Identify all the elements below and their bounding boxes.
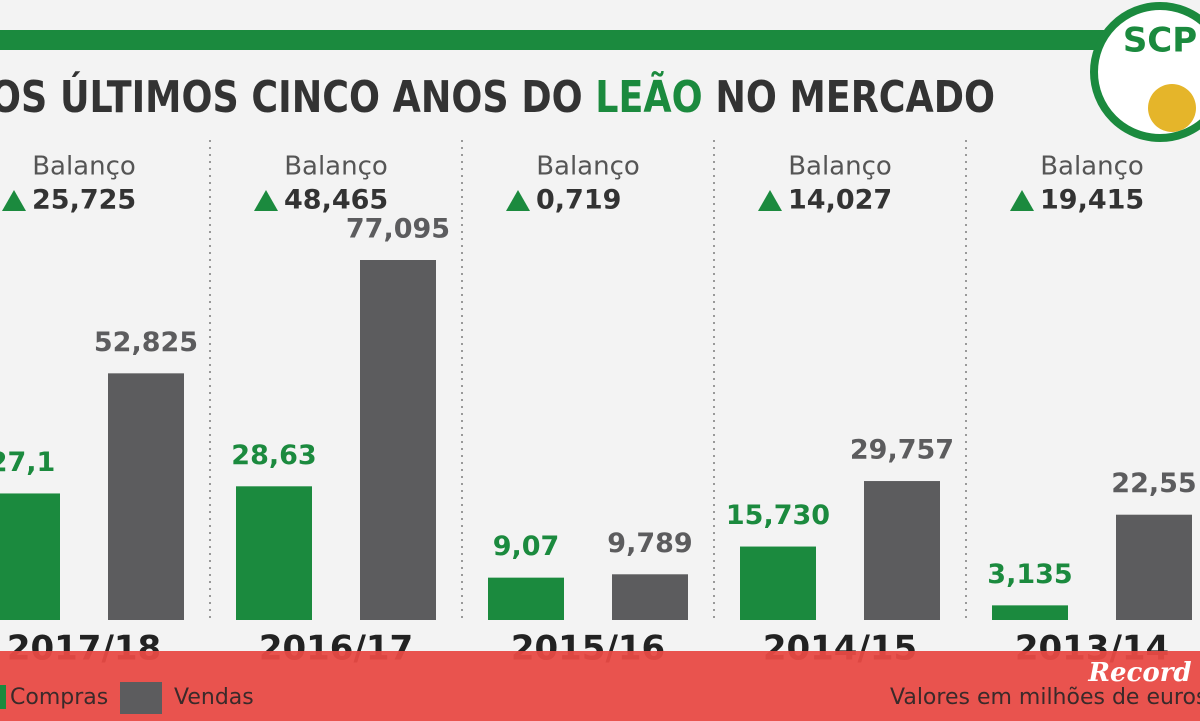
bar: [488, 577, 564, 620]
title-part: NO MERCADO: [715, 72, 995, 123]
crest-lion: [1148, 84, 1196, 132]
value-label: 77,095: [346, 214, 450, 245]
bar: [740, 546, 816, 620]
balance-label: Balanço: [284, 152, 388, 182]
balance-value: 14,027: [788, 185, 892, 216]
balance-arrow: [2, 190, 26, 211]
unit-note: Valores em milhões de euros: [890, 685, 1200, 710]
balance-value: 25,725: [32, 185, 136, 216]
balance-value: 19,415: [1040, 185, 1144, 216]
legend-label: Vendas: [174, 685, 254, 710]
bar: [864, 481, 940, 620]
value-label: 22,55: [1111, 468, 1196, 499]
balance-value: 48,465: [284, 185, 388, 216]
balance-label: Balanço: [788, 152, 892, 182]
bar: [612, 574, 688, 620]
value-label: 9,789: [607, 528, 692, 559]
balance-arrow: [758, 190, 782, 211]
balance-arrow: [506, 190, 530, 211]
value-label: 3,135: [987, 559, 1072, 590]
source-logo: Record: [1087, 658, 1191, 688]
crest: SCP: [1090, 2, 1200, 142]
value-label: 9,07: [493, 531, 560, 562]
balance-arrow: [1010, 190, 1034, 211]
value-label: 52,825: [94, 327, 198, 358]
value-label: 28,63: [231, 440, 316, 471]
top-stripe: [0, 30, 1120, 50]
bar: [236, 486, 312, 620]
legend-swatch: [0, 685, 6, 709]
bar: [992, 605, 1068, 620]
value-label: 29,757: [850, 435, 954, 466]
plot: Balanço25,72527,152,8252017/18Balanço48,…: [0, 140, 1197, 669]
legend-swatch: [120, 682, 162, 714]
chart-title: OS ÚLTIMOS CINCO ANOS DO LEÃO NO MERCADO: [0, 70, 995, 123]
footer-band: [0, 651, 1200, 721]
value-label: 15,730: [726, 500, 830, 531]
balance-label: Balanço: [536, 152, 640, 182]
balance-label: Balanço: [32, 152, 136, 182]
bar: [0, 493, 60, 620]
bar: [108, 373, 184, 620]
value-label: 27,1: [0, 447, 55, 478]
balance-arrow: [254, 190, 278, 211]
balance-label: Balanço: [1040, 152, 1144, 182]
balance-value: 0,719: [536, 185, 621, 216]
bar: [360, 260, 436, 620]
legend-label: Compras: [10, 685, 108, 710]
title-highlight: LEÃO: [595, 70, 702, 123]
title-part: OS ÚLTIMOS CINCO ANOS DO: [0, 70, 583, 123]
bar: [1116, 514, 1192, 620]
crest-text: SCP: [1123, 21, 1197, 61]
